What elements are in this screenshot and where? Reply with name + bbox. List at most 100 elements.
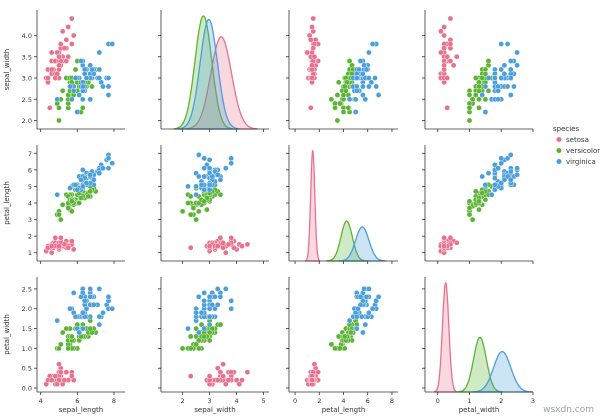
point-virginica bbox=[479, 92, 486, 98]
point-setosa bbox=[444, 105, 451, 111]
point-virginica bbox=[498, 155, 505, 162]
point-versicolor bbox=[198, 321, 205, 328]
point-setosa bbox=[214, 377, 221, 383]
point-versicolor bbox=[472, 188, 479, 195]
point-virginica bbox=[501, 62, 508, 69]
point-setosa bbox=[69, 373, 75, 379]
point-virginica bbox=[358, 313, 365, 320]
point-versicolor bbox=[187, 193, 194, 200]
point-virginica bbox=[206, 186, 213, 193]
point-setosa bbox=[444, 75, 451, 81]
point-virginica bbox=[209, 173, 216, 180]
point-setosa bbox=[310, 45, 317, 52]
point-virginica bbox=[87, 286, 93, 292]
point-setosa bbox=[69, 41, 75, 47]
legend-marker-virginica bbox=[556, 158, 562, 165]
point-setosa bbox=[63, 369, 70, 376]
point-virginica bbox=[193, 191, 199, 198]
point-versicolor bbox=[179, 345, 186, 352]
point-versicolor bbox=[179, 208, 186, 215]
point-setosa bbox=[309, 62, 315, 69]
point-versicolor bbox=[201, 198, 207, 205]
point-virginica bbox=[375, 92, 382, 98]
point-virginica bbox=[498, 160, 505, 166]
point-setosa bbox=[441, 32, 447, 39]
point-virginica bbox=[495, 96, 501, 103]
point-virginica bbox=[222, 165, 229, 171]
point-virginica bbox=[495, 88, 501, 94]
point-setosa bbox=[58, 41, 64, 47]
point-setosa bbox=[187, 373, 194, 379]
point-virginica bbox=[80, 83, 86, 90]
point-virginica bbox=[353, 313, 360, 320]
x-tick-label: 8 bbox=[390, 397, 394, 405]
point-virginica bbox=[214, 171, 221, 178]
point-virginica bbox=[504, 155, 511, 162]
point-virginica bbox=[87, 62, 93, 69]
point-setosa bbox=[228, 234, 234, 241]
point-virginica bbox=[357, 293, 364, 300]
point-versicolor bbox=[59, 329, 66, 336]
point-setosa bbox=[220, 244, 226, 251]
point-versicolor bbox=[340, 92, 347, 98]
point-setosa bbox=[56, 377, 62, 383]
panel-sepal_width-vs-sepal_length: 2.0 2.5 3.0 3.5 4.0 bbox=[22, 10, 125, 132]
point-setosa bbox=[48, 249, 55, 256]
point-virginica bbox=[198, 309, 205, 316]
point-virginica bbox=[54, 317, 61, 324]
point-virginica bbox=[78, 293, 84, 300]
point-versicolor bbox=[340, 109, 347, 115]
point-virginica bbox=[366, 49, 372, 56]
point-virginica bbox=[100, 309, 106, 316]
point-virginica bbox=[368, 79, 375, 86]
legend-entry-setosa: setosa bbox=[566, 136, 589, 144]
point-setosa bbox=[206, 243, 213, 249]
point-setosa bbox=[307, 105, 314, 111]
point-setosa bbox=[65, 244, 71, 251]
point-versicolor bbox=[466, 105, 473, 111]
point-virginica bbox=[193, 309, 199, 316]
point-virginica bbox=[201, 290, 207, 296]
point-versicolor bbox=[58, 341, 64, 348]
point-virginica bbox=[201, 186, 207, 193]
point-setosa bbox=[214, 365, 221, 372]
y-axis-label-petal_length: petal_length bbox=[3, 181, 11, 225]
x-axis-label-petal_width: petal_width bbox=[459, 406, 500, 414]
point-versicolor bbox=[332, 345, 338, 352]
point-virginica bbox=[495, 165, 501, 171]
point-setosa bbox=[444, 53, 451, 60]
x-tick-label: 2 bbox=[181, 397, 185, 405]
point-virginica bbox=[67, 185, 73, 191]
point-versicolor bbox=[466, 205, 473, 211]
point-virginica bbox=[498, 66, 505, 73]
x-tick-label: 2 bbox=[499, 397, 503, 405]
point-setosa bbox=[65, 24, 71, 30]
point-virginica bbox=[87, 293, 93, 300]
point-setosa bbox=[453, 53, 460, 60]
point-virginica bbox=[346, 317, 353, 324]
y-tick-label: 5 bbox=[28, 183, 32, 191]
point-virginica bbox=[209, 301, 216, 308]
point-setosa bbox=[187, 244, 194, 251]
point-virginica bbox=[91, 301, 97, 308]
point-versicolor bbox=[185, 200, 191, 206]
point-setosa bbox=[311, 53, 318, 60]
legend-marker-versicolor bbox=[556, 147, 562, 154]
point-setosa bbox=[59, 28, 66, 35]
point-virginica bbox=[352, 96, 359, 103]
point-virginica bbox=[357, 58, 364, 64]
point-setosa bbox=[222, 249, 229, 256]
point-virginica bbox=[201, 165, 207, 171]
point-versicolor bbox=[87, 188, 93, 195]
point-versicolor bbox=[76, 200, 82, 206]
point-versicolor bbox=[204, 206, 210, 213]
point-virginica bbox=[362, 96, 369, 103]
point-setosa bbox=[309, 24, 315, 30]
point-virginica bbox=[201, 325, 207, 332]
point-virginica bbox=[105, 155, 112, 162]
point-setosa bbox=[309, 75, 315, 81]
point-setosa bbox=[56, 53, 62, 60]
point-versicolor bbox=[472, 75, 479, 81]
point-versicolor bbox=[80, 105, 86, 111]
point-virginica bbox=[109, 160, 115, 166]
